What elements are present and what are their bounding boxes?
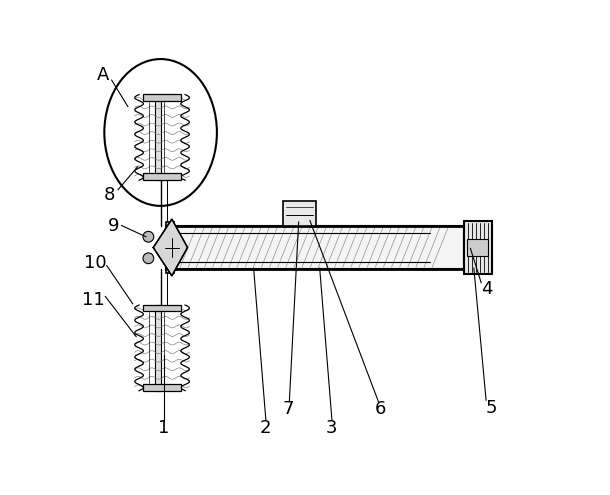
Text: 1: 1 <box>159 419 170 437</box>
Text: 10: 10 <box>84 254 107 272</box>
Bar <box>155 95 161 180</box>
Bar <box>165 222 174 273</box>
Text: 3: 3 <box>326 419 338 437</box>
Text: 11: 11 <box>82 292 105 309</box>
Text: A: A <box>97 66 110 84</box>
Bar <box>467 239 488 256</box>
Text: 2: 2 <box>260 419 271 437</box>
Text: 4: 4 <box>481 280 493 298</box>
Bar <box>283 200 316 226</box>
Text: 6: 6 <box>375 400 387 418</box>
Text: 5: 5 <box>485 399 497 417</box>
Circle shape <box>143 231 154 242</box>
Polygon shape <box>153 219 187 276</box>
Bar <box>165 226 464 269</box>
Bar <box>143 384 181 391</box>
Bar <box>143 304 181 311</box>
Bar <box>143 94 181 101</box>
Bar <box>143 173 181 180</box>
Bar <box>464 221 492 274</box>
Bar <box>155 305 161 391</box>
Circle shape <box>143 253 154 264</box>
Text: 9: 9 <box>107 217 119 236</box>
Text: 8: 8 <box>104 186 115 203</box>
Text: 7: 7 <box>282 400 293 418</box>
